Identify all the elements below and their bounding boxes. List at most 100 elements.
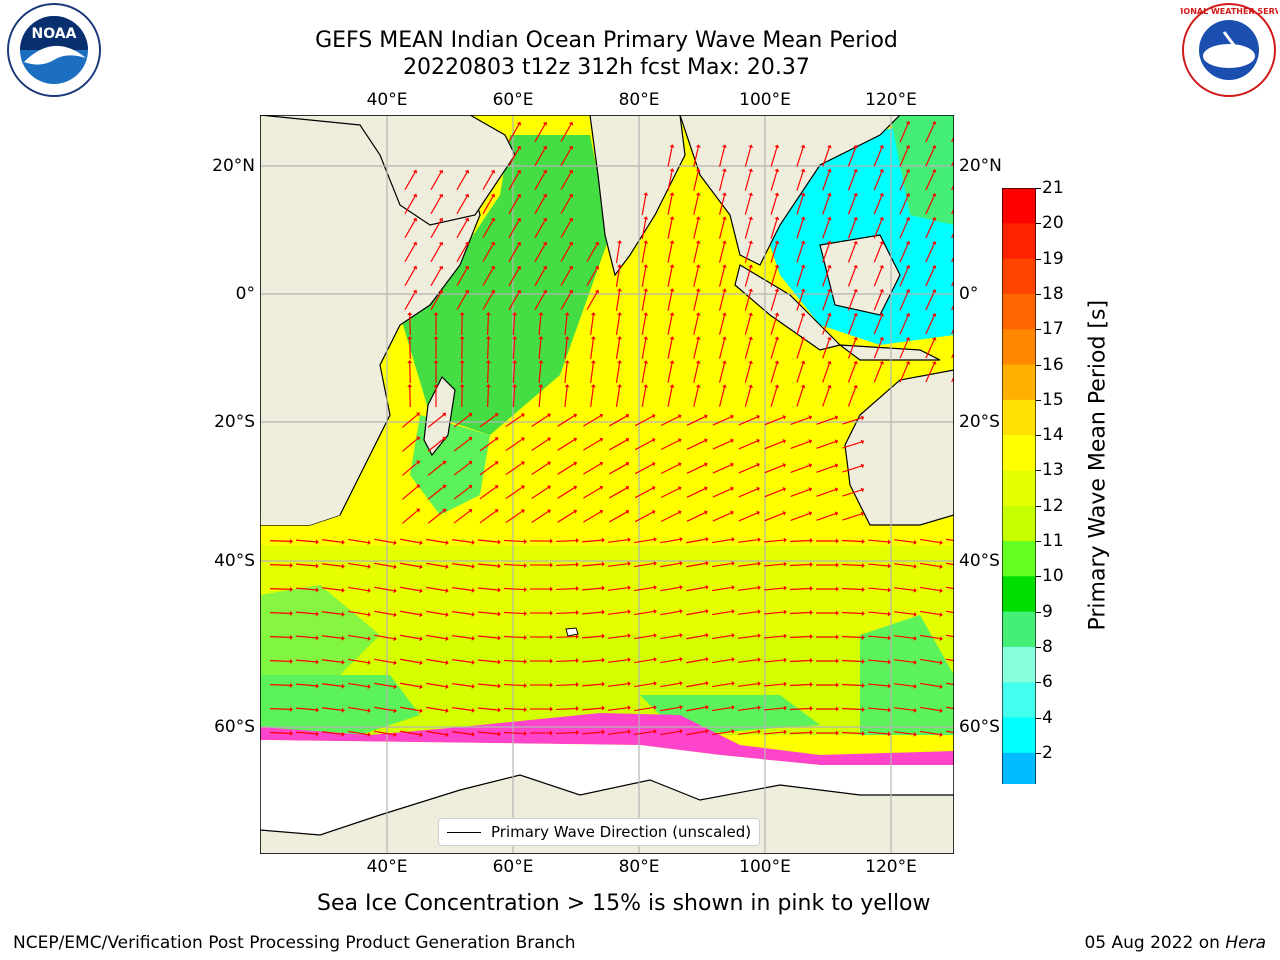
wave-direction-arrow (718, 360, 727, 383)
wave-direction-arrow (744, 336, 754, 359)
wave-direction-arrow (430, 169, 444, 190)
wave-direction-arrow (269, 610, 293, 616)
wave-direction-arrow (951, 303, 954, 311)
colorbar-tick-label: 20 (1042, 213, 1064, 234)
wave-direction-arrow (583, 413, 604, 427)
wave-direction-arrow (485, 384, 491, 408)
colorbar-tick-label: 11 (1042, 531, 1064, 551)
wave-direction-arrow (608, 729, 631, 735)
wave-direction-arrow (718, 144, 727, 167)
wave-direction-arrow (899, 313, 911, 335)
wave-direction-arrow (920, 682, 943, 690)
wave-direction-arrow (738, 414, 760, 426)
wave-direction-arrow (503, 563, 527, 569)
wave-direction-arrow (946, 706, 954, 710)
wave-direction-arrow (925, 169, 937, 191)
wave-direction-arrow (873, 360, 885, 383)
wave-direction-arrow (322, 563, 345, 569)
wave-direction-arrow (430, 241, 444, 262)
wave-direction-arrow (322, 635, 345, 641)
wave-direction-arrow (894, 611, 917, 617)
wave-direction-arrow (508, 289, 522, 310)
wave-direction-arrow (796, 216, 806, 239)
wave-direction-arrow (400, 610, 423, 618)
wave-direction-arrow (485, 312, 491, 336)
wave-direction-arrow (583, 461, 604, 475)
footer-host: Hera (1225, 933, 1266, 953)
wave-direction-arrow (744, 168, 754, 191)
field-pacific-edge (890, 115, 954, 225)
land-sumatra (734, 264, 842, 351)
lat-label-right-60s: 60°S (959, 717, 1000, 737)
wave-direction-arrow (512, 360, 518, 384)
wave-direction-arrow (269, 730, 293, 736)
colorbar-segment (1002, 293, 1036, 330)
wave-direction-arrow (660, 584, 683, 592)
footer-date: 05 Aug 2022 on Hera (1084, 933, 1266, 953)
wave-direction-arrow (738, 486, 760, 498)
wave-direction-arrow (322, 611, 345, 617)
wave-direction-arrow (718, 216, 727, 239)
wave-direction-arrow (426, 730, 449, 738)
wave-direction-arrow (641, 384, 649, 407)
wave-direction-arrow (847, 360, 858, 383)
wave-direction-arrow (583, 437, 604, 451)
wave-direction-arrow (796, 240, 806, 263)
wave-direction-arrow (560, 289, 574, 310)
wave-direction-arrow (407, 336, 413, 360)
wave-direction-arrow (557, 437, 578, 451)
wave-direction-arrow (667, 216, 675, 239)
wave-direction-arrow (641, 192, 649, 215)
wave-direction-arrow (529, 682, 553, 688)
wave-direction-arrow (789, 682, 813, 688)
wave-direction-arrow (822, 288, 832, 311)
wave-direction-arrow (951, 207, 954, 215)
wave-direction-arrow (738, 585, 761, 591)
wave-direction-arrow (744, 264, 754, 287)
wave-direction-arrow (426, 634, 449, 642)
wave-direction-arrow (295, 587, 319, 593)
wave-direction-arrow (560, 145, 574, 166)
colorbar-tick-mark (1036, 293, 1041, 295)
wave-direction-arrow (712, 728, 735, 736)
wave-direction-arrow (608, 485, 630, 499)
footer-date-text: 05 Aug 2022 on (1084, 933, 1226, 953)
wave-direction-arrow (641, 336, 649, 359)
wave-direction-arrow (269, 634, 293, 640)
wave-direction-arrow (894, 587, 917, 593)
colorbar-tick-mark (1036, 399, 1041, 401)
wave-direction-arrow (426, 706, 449, 714)
wave-direction-arrow (564, 336, 570, 360)
wave-direction-arrow (842, 415, 865, 425)
wave-direction-arrow (667, 312, 675, 335)
lat-label-right-0: 0° (959, 284, 979, 304)
wave-direction-arrow (400, 538, 423, 546)
wave-direction-arrow (555, 586, 579, 592)
sea-ice-note: Sea Ice Concentration > 15% is shown in … (317, 891, 931, 916)
wave-direction-arrow (718, 312, 727, 335)
wave-direction-arrow (581, 705, 605, 711)
wave-direction-arrow (763, 681, 787, 687)
wave-direction-arrow (404, 241, 418, 262)
colorbar-segment (1002, 364, 1036, 401)
wave-direction-arrow (503, 587, 527, 593)
colorbar-segment (1002, 188, 1036, 224)
wave-direction-arrow (873, 240, 885, 263)
wave-direction-arrow (744, 216, 754, 239)
wave-direction-arrow (951, 159, 954, 167)
wave-direction-arrow (427, 484, 447, 500)
wave-direction-arrow (485, 360, 491, 384)
colorbar-tick-label: 8 (1042, 636, 1053, 657)
wave-direction-arrow (634, 414, 656, 427)
wave-direction-arrow (744, 144, 754, 167)
wave-direction-arrow (946, 682, 954, 686)
wave-direction-arrow (763, 561, 787, 567)
wave-direction-arrow (608, 413, 630, 427)
wave-direction-arrow (920, 586, 943, 594)
map-title-line2: 20220803 t12z 312h fcst Max: 20.37 (403, 55, 810, 80)
wave-direction-arrow (560, 121, 574, 142)
wave-direction-arrow (295, 539, 319, 545)
wave-direction-arrow (512, 336, 518, 360)
map-panel (259, 114, 955, 858)
wave-direction-arrow (660, 632, 683, 640)
